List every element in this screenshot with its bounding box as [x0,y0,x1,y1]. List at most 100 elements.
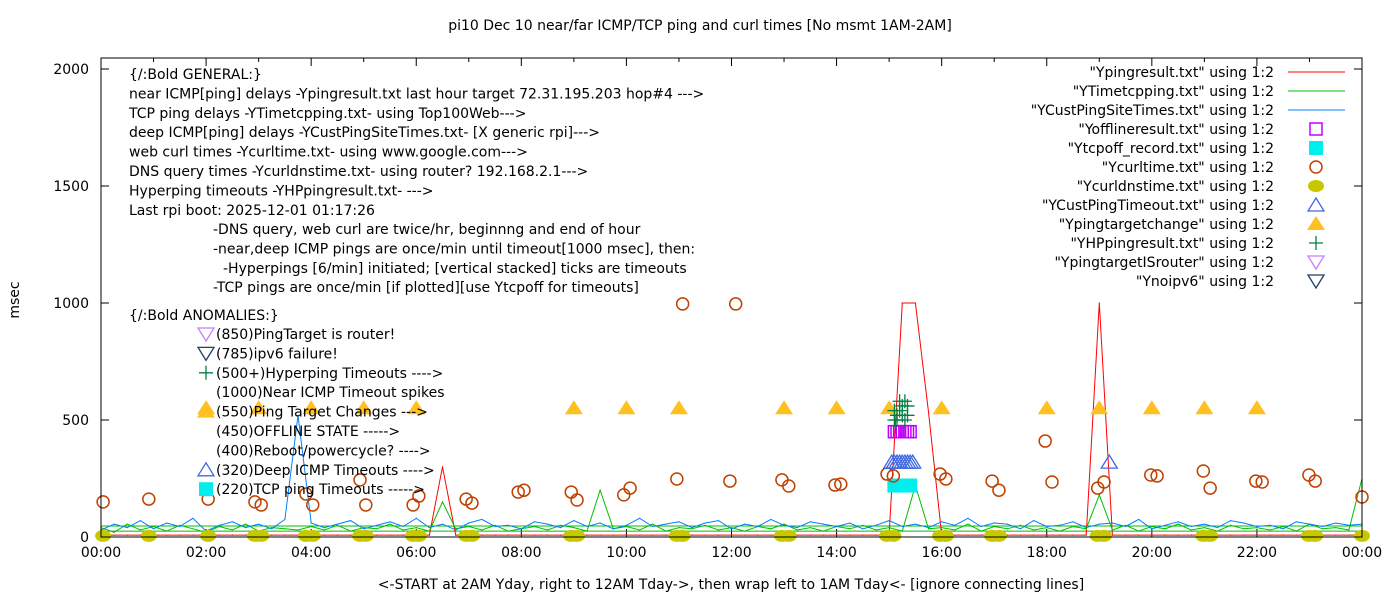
data-point [231,529,233,531]
data-point [560,534,562,536]
data-point [1096,529,1113,542]
legend: "Ypingresult.txt" using 1:2 "YTimetcpping… [1031,65,1345,290]
data-point [809,521,811,523]
legend-label: "Ypingresult.txt" using 1:2 [1089,65,1274,81]
data-point [415,517,417,519]
anomaly-label: (1000)Near ICMP Timeout spikes [216,385,445,401]
data-point [468,525,470,528]
data-point [1046,525,1048,528]
data-point [376,534,378,536]
x-tick-label: 02:00 [186,545,226,561]
data-point [441,466,444,468]
data-point [1151,528,1153,530]
data-point [623,481,637,495]
anomaly-label: (400)Reboot/powercycle? ----> [216,443,431,459]
general-note: Hyperping timeouts -YHPpingresult.txt- -… [129,183,434,199]
timing-note: -Hyperpings [6/min] initiated; [vertical… [223,261,687,277]
y-tick-label: 2000 [53,62,89,78]
data-point [1138,518,1140,521]
data-point [1321,528,1324,530]
data-point [139,534,142,536]
data-point [717,520,719,522]
data-point [783,524,785,526]
legend-label: "YCustPingSiteTimes.txt" using 1:2 [1031,103,1274,119]
data-point [782,479,796,493]
anomaly-marker-icon [196,327,216,343]
data-point [402,529,404,531]
data-point [231,534,233,536]
data-point [407,400,426,415]
data-point [770,534,772,536]
data-point [730,528,733,530]
data-point [271,534,273,536]
data-point [1255,475,1269,489]
data-point [297,529,299,531]
y-tick-label: 1500 [53,179,89,195]
legend-label: "Ytcpoff_record.txt" using 1:2 [1068,141,1274,157]
general-note: DNS query times -Ycurldnstime.txt- using… [129,164,588,180]
plot-marks [95,297,1370,542]
data-point [1295,521,1297,523]
data-point [757,534,759,536]
data-point [1045,475,1059,489]
legend-marker-icon [1306,255,1326,271]
data-point [1138,534,1140,536]
data-point [1282,534,1284,536]
data-point [599,534,601,536]
data-point [796,529,798,531]
anomalies-title: {/:Bold ANOMALIES:} [129,308,279,324]
data-point [1072,525,1074,528]
data-point [993,525,995,528]
anomaly-marker-icon [197,403,215,418]
data-point [612,528,614,530]
legend-marker-icon [1309,160,1323,174]
data-point [1085,528,1087,530]
data-point [941,527,943,529]
data-point [1072,521,1074,523]
data-point [901,530,903,532]
data-point [1006,528,1008,530]
data-point [336,524,339,526]
data-point [402,534,404,536]
data-point [827,400,846,415]
data-point [126,534,128,536]
data-point [511,485,525,499]
data-point [1177,534,1179,536]
data-point [1124,534,1127,536]
axis-ticks: 00:00 02:00 04:00 06:00 08:00 10:00 12:00 14:00… [53,58,1382,561]
y-tick-label: 0 [80,530,89,546]
data-point [310,522,312,524]
data-point [441,501,444,503]
legend-label: "YTimetcpping.txt" using 1:2 [1073,84,1274,100]
data-point [95,529,112,542]
data-point [862,534,864,536]
data-point [901,302,903,304]
data-point [665,530,667,532]
data-point [1203,527,1205,529]
data-point [625,524,628,526]
data-point [468,522,470,524]
data-point [1151,534,1153,536]
series-ycurltime-txt [96,297,1369,512]
data-point [1019,528,1022,530]
data-point [1098,523,1100,525]
anomaly-label: (320)Deep ICMP Timeouts ----> [216,463,435,479]
data-point [441,523,444,525]
x-tick-label: 04:00 [291,545,331,561]
x-tick-label: 00:00 [1342,545,1382,561]
legend-label: "Yofflineresult.txt" using 1:2 [1078,122,1274,138]
data-point [669,400,688,415]
data-point [638,534,641,536]
y-tick-label: 1000 [53,296,89,312]
data-point [723,474,737,488]
data-point [1243,534,1245,536]
data-point [1249,474,1263,488]
data-point [914,523,916,525]
data-point [359,498,373,512]
data-point [284,518,286,521]
data-point [507,524,509,526]
data-point [834,477,848,491]
data-point [363,527,365,529]
anomaly-marker-icon [196,346,216,362]
data-point [612,534,614,536]
